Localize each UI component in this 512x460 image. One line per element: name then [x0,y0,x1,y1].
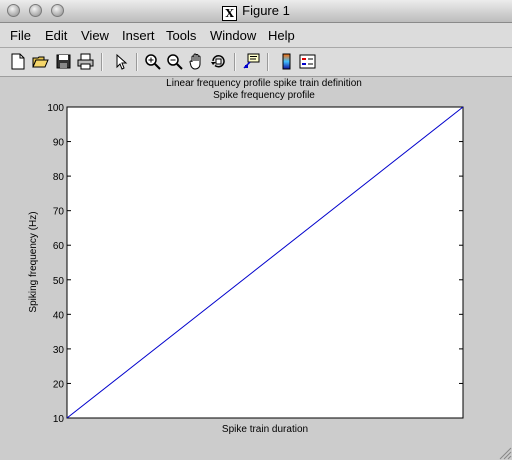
menu-edit-label: Edit [45,28,68,43]
title-bar: X Figure 1 [0,0,512,23]
colorbar-icon[interactable] [277,52,296,71]
save-icon[interactable] [54,52,73,71]
figure-area: Linear frequency profile spike train def… [0,77,512,460]
rotate-3d-icon[interactable] [209,52,228,71]
x-axis-label: Spike train duration [222,424,308,435]
window-title-wrap: X Figure 1 [0,3,512,21]
menu-tools[interactable]: Tools [166,28,196,43]
menu-view[interactable]: View [81,28,109,43]
menu-file[interactable]: File [10,28,31,43]
resize-grip-icon[interactable] [498,446,512,460]
y-tick-label: 50 [53,276,65,287]
zoom-in-icon[interactable] [143,52,162,71]
minimize-window-button[interactable] [29,4,42,17]
chart-title: Linear frequency profile spike train def… [166,78,362,89]
menu-file-label: File [10,28,31,43]
chart-subtitle: Spike frequency profile [213,90,315,101]
x11-icon: X [222,6,238,21]
toolbar-separator [101,53,103,71]
open-file-icon[interactable] [31,52,50,71]
menu-bar: File Edit View Insert Tools Window Help [0,23,512,48]
series-line [66,106,464,419]
window-title: Figure 1 [242,3,290,18]
y-axis-ticks: 10 20 30 40 50 60 70 80 90 100 [47,103,463,425]
print-icon[interactable] [76,52,95,71]
menu-edit[interactable]: Edit [45,28,67,43]
menu-insert[interactable]: Insert [122,28,155,43]
menu-help[interactable]: Help [268,28,295,43]
zoom-out-icon[interactable] [165,52,184,71]
toolbar-separator [136,53,138,71]
zoom-window-button[interactable] [51,4,64,17]
menu-view-label: View [81,28,109,43]
y-tick-label: 80 [53,172,65,183]
y-tick-label: 70 [53,207,65,218]
close-window-button[interactable] [7,4,20,17]
menu-help-label: Help [268,28,295,43]
y-tick-label: 40 [53,310,65,321]
data-cursor-icon[interactable] [242,52,261,71]
edit-plot-arrow-icon[interactable] [111,52,130,71]
y-tick-label: 10 [53,414,65,425]
toolbar-separator [234,53,236,71]
series-group [66,106,464,419]
y-tick-label: 30 [53,345,65,356]
y-tick-label: 20 [53,379,65,390]
menu-window[interactable]: Window [210,28,256,43]
menu-tools-label: Tools [166,28,197,43]
y-tick-label: 100 [47,103,64,114]
toolbar-separator [267,53,269,71]
y-tick-label: 60 [53,241,65,252]
toolbar [0,48,512,77]
pan-hand-icon[interactable] [187,52,206,71]
legend-icon[interactable] [298,52,317,71]
y-tick-label: 90 [53,138,65,149]
plot-canvas[interactable]: 10 20 30 40 50 60 70 80 90 100 Spike train durati… [0,77,512,460]
menu-insert-label: Insert [122,28,155,43]
new-figure-icon[interactable] [8,52,27,71]
menu-window-label: Window [210,28,257,43]
y-axis-label: Spiking frequency (Hz) [28,211,39,312]
